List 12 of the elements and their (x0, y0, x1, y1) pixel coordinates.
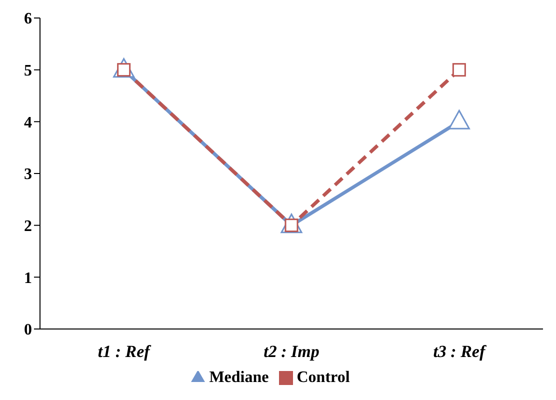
y-tick-label: 5 (24, 62, 32, 80)
x-tick-label: t1 : Ref (98, 342, 152, 362)
x-tick-label: t3 : Ref (433, 342, 488, 362)
y-tick-label: 6 (24, 10, 32, 28)
legend-label: Control (296, 369, 350, 386)
y-tick-label: 1 (24, 270, 32, 287)
x-tick-label: t2 : Imp (264, 342, 320, 362)
y-tick-label: 0 (24, 322, 32, 339)
y-tick-label: 3 (24, 166, 32, 184)
legend-label: Mediane (209, 369, 269, 386)
y-tick-label: 4 (24, 114, 32, 132)
y-tick-label: 2 (24, 218, 32, 236)
